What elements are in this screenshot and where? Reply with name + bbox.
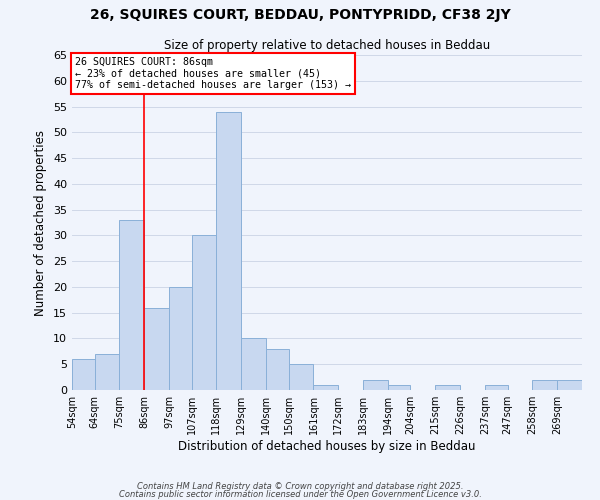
Bar [436, 385, 460, 390]
Bar [266, 349, 289, 390]
Bar [95, 354, 119, 390]
Bar [532, 380, 557, 390]
Bar [388, 385, 410, 390]
Bar [485, 385, 508, 390]
Bar [363, 380, 388, 390]
Text: 26 SQUIRES COURT: 86sqm
← 23% of detached houses are smaller (45)
77% of semi-de: 26 SQUIRES COURT: 86sqm ← 23% of detache… [74, 56, 350, 90]
Bar [557, 380, 582, 390]
Y-axis label: Number of detached properties: Number of detached properties [34, 130, 47, 316]
Text: Contains public sector information licensed under the Open Government Licence v3: Contains public sector information licen… [119, 490, 481, 499]
Bar [144, 308, 169, 390]
Bar [72, 359, 95, 390]
Bar [169, 287, 191, 390]
Bar [241, 338, 266, 390]
Title: Size of property relative to detached houses in Beddau: Size of property relative to detached ho… [164, 40, 490, 52]
Text: Contains HM Land Registry data © Crown copyright and database right 2025.: Contains HM Land Registry data © Crown c… [137, 482, 463, 491]
Bar [191, 236, 217, 390]
Bar [119, 220, 144, 390]
Text: 26, SQUIRES COURT, BEDDAU, PONTYPRIDD, CF38 2JY: 26, SQUIRES COURT, BEDDAU, PONTYPRIDD, C… [89, 8, 511, 22]
Bar [289, 364, 313, 390]
X-axis label: Distribution of detached houses by size in Beddau: Distribution of detached houses by size … [178, 440, 476, 453]
Bar [313, 385, 338, 390]
Bar [217, 112, 241, 390]
